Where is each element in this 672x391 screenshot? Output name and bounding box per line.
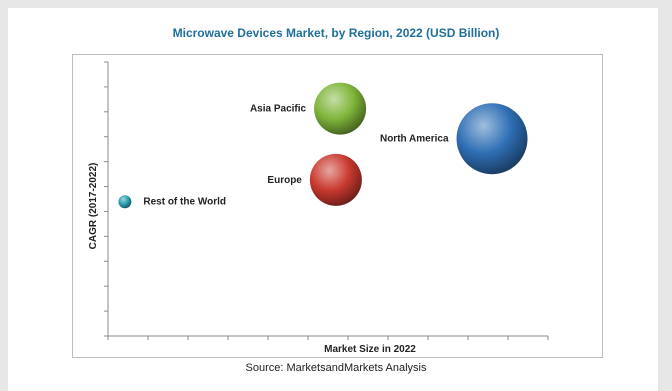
y-axis-label: CAGR (2017-2022) <box>88 163 99 250</box>
bubble-label: Europe <box>267 175 302 186</box>
chart-title: Microwave Devices Market, by Region, 202… <box>172 26 500 40</box>
source-note: Source: MarketsandMarkets Analysis <box>245 362 427 374</box>
bubble-label: Asia Pacific <box>250 104 307 115</box>
x-axis-label: Market Size in 2022 <box>324 344 416 355</box>
bubble-europe <box>309 153 362 206</box>
bubble-rest-of-the-world <box>118 195 132 209</box>
bubble-label: North America <box>380 134 449 145</box>
axes <box>104 61 549 340</box>
bubble-north-america <box>456 103 528 175</box>
bubbles: Asia Pacific North America Europe Rest of t… <box>118 82 528 209</box>
bubble-label: Rest of the World <box>143 197 226 208</box>
bubble-asia-pacific <box>314 82 367 135</box>
